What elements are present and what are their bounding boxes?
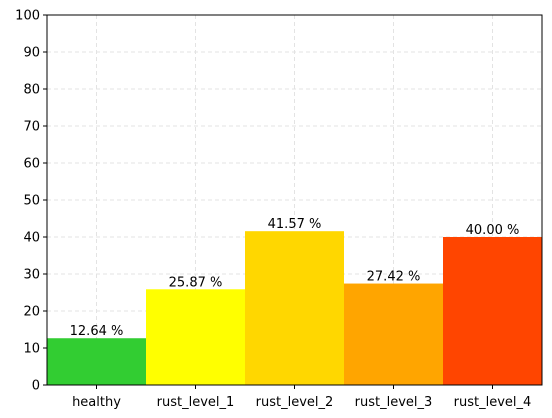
x-tick-label: rust_level_3 — [355, 395, 433, 410]
x-tick-label: healthy — [72, 395, 121, 410]
bar-rust_level_1 — [146, 289, 245, 385]
data-label: 40.00 % — [466, 223, 520, 238]
bars — [47, 231, 542, 385]
bar-rust_level_3 — [344, 283, 443, 385]
y-tick-label: 20 — [23, 305, 40, 320]
data-label: 27.42 % — [367, 270, 421, 285]
y-tick-label: 80 — [23, 83, 40, 98]
y-tick-label: 70 — [23, 120, 40, 135]
data-label: 41.57 % — [268, 217, 322, 232]
y-tick-label: 60 — [23, 157, 40, 172]
x-tick-label: rust_level_2 — [256, 395, 334, 410]
y-tick-label: 10 — [23, 342, 40, 357]
y-axis: 0 10 20 30 40 50 60 70 80 90 100 — [15, 9, 47, 394]
bar-rust_level_4 — [443, 237, 542, 385]
y-tick-label: 90 — [23, 46, 40, 61]
y-tick-label: 40 — [23, 231, 40, 246]
y-tick-label: 30 — [23, 268, 40, 283]
bar-rust_level_2 — [245, 231, 344, 385]
y-tick-label: 100 — [15, 9, 40, 24]
bar-healthy — [47, 338, 146, 385]
y-tick-label: 50 — [23, 194, 40, 209]
x-tick-label: rust_level_1 — [157, 395, 235, 410]
data-label: 25.87 % — [169, 275, 223, 290]
data-label: 12.64 % — [70, 324, 124, 339]
y-tick-label: 0 — [32, 379, 40, 394]
data-labels: 12.64 % 25.87 % 41.57 % 27.42 % 40.00 % — [70, 217, 520, 339]
x-tick-label: rust_level_4 — [454, 395, 532, 410]
x-axis: healthy rust_level_1 rust_level_2 rust_leve… — [72, 385, 531, 410]
